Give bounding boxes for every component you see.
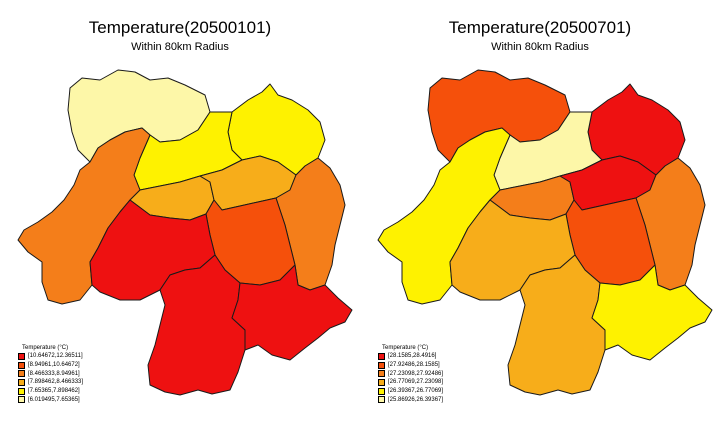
legend-swatch xyxy=(378,378,385,386)
legend-swatch xyxy=(378,387,385,395)
legend-label: [26.77069,27.23098] xyxy=(388,379,444,386)
legend-row: [7.898462,8.466333] xyxy=(18,378,83,387)
legend-row: [8.94961,10.64672] xyxy=(18,361,83,370)
legend-swatch xyxy=(18,370,25,378)
region-west xyxy=(377,127,511,305)
panel-july: Temperature(20500701) Within 80km Radius… xyxy=(360,0,720,432)
legend-title: Temperature (°C) xyxy=(382,345,429,351)
legend-label: [8.466333,8.94961] xyxy=(28,370,80,377)
choropleth-map xyxy=(17,69,353,396)
legend-label: [7.898462,8.466333] xyxy=(28,379,84,386)
legend-row: [25.86926,26.39367] xyxy=(378,395,443,404)
legend-label: [28.1585,28.4916] xyxy=(388,353,437,360)
legend-swatch xyxy=(378,352,385,360)
choropleth-map xyxy=(377,69,713,396)
legend-label: [6.019495,7.65365] xyxy=(28,396,80,403)
legend-row: [7.65365,7.898462] xyxy=(18,387,83,396)
legend-row: [10.64672,12.36511] xyxy=(18,352,83,361)
region-south-e xyxy=(591,264,713,361)
legend: Temperature (°C) [28.1585,28.4916] [27.92… xyxy=(378,345,443,404)
legend-label: [7.65365,7.898462] xyxy=(28,388,80,395)
legend-label: [10.64672,12.36511] xyxy=(28,353,83,360)
legend-row: [26.39367,26.77069] xyxy=(378,387,443,396)
legend-swatch xyxy=(18,361,25,369)
legend-swatch xyxy=(18,352,25,360)
legend-row: [26.77069,27.23098] xyxy=(378,378,443,387)
region-south-e xyxy=(231,264,353,361)
legend-swatch xyxy=(378,396,385,404)
region-west xyxy=(17,127,151,305)
map-subtitle: Within 80km Radius xyxy=(491,41,589,53)
legend-label: [26.39367,26.77069] xyxy=(388,388,444,395)
map-title: Temperature(20500701) xyxy=(448,18,632,37)
map-subtitle: Within 80km Radius xyxy=(131,41,229,53)
legend-swatch xyxy=(18,396,25,404)
legend-row: [8.466333,8.94961] xyxy=(18,369,83,378)
legend-row: [28.1585,28.4916] xyxy=(378,352,443,361)
legend-label: [25.86926,26.39367] xyxy=(388,396,444,403)
legend-label: [8.94961,10.64672] xyxy=(28,362,80,369)
legend-row: [27.92486,28.1585] xyxy=(378,361,443,370)
legend-swatch xyxy=(18,387,25,395)
map-title: Temperature(20500101) xyxy=(88,18,272,37)
legend-title: Temperature (°C) xyxy=(22,345,69,351)
legend-label: [27.23098,27.92486] xyxy=(388,370,444,377)
region-south-c xyxy=(507,254,606,396)
legend-label: [27.92486,28.1585] xyxy=(388,362,440,369)
legend-row: [27.23098,27.92486] xyxy=(378,369,443,378)
legend-swatch xyxy=(378,370,385,378)
legend-swatch xyxy=(378,361,385,369)
panel-january: Temperature(20500101) Within 80km Radius… xyxy=(17,18,353,404)
legend-swatch xyxy=(18,378,25,386)
legend: Temperature (°C) [10.64672,12.36511] [8.9… xyxy=(18,345,83,404)
region-south-c xyxy=(147,254,246,396)
legend-row: [6.019495,7.65365] xyxy=(18,395,83,404)
